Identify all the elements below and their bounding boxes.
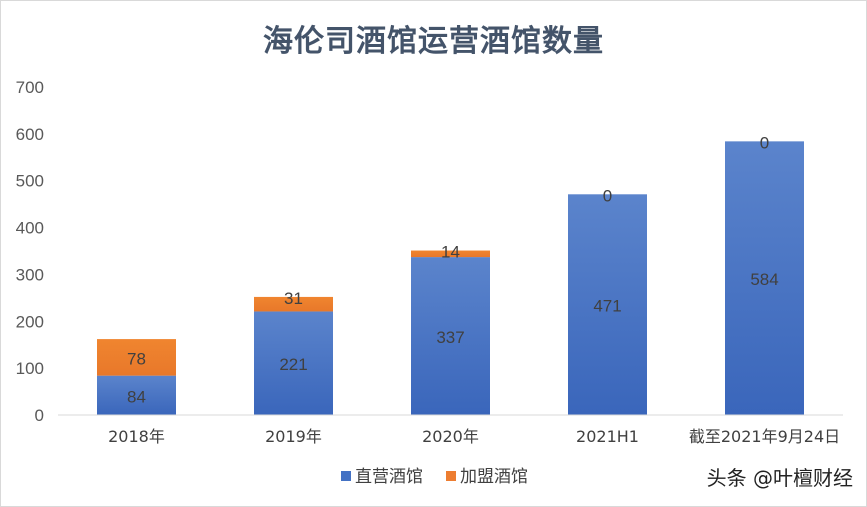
y-tick-label: 200 xyxy=(16,312,44,331)
y-tick-label: 0 xyxy=(35,406,44,425)
y-tick-label: 700 xyxy=(16,78,44,97)
chart-title: 海伦司酒馆运营酒馆数量 xyxy=(263,24,604,59)
data-label: 84 xyxy=(127,387,146,406)
bar-franchise xyxy=(254,296,333,312)
data-label: 584 xyxy=(750,270,778,289)
y-tick-label: 300 xyxy=(16,265,44,284)
y-tick-label: 100 xyxy=(16,359,44,378)
legend-label: 加盟酒馆 xyxy=(460,467,528,487)
bar-direct xyxy=(725,141,804,415)
data-label: 78 xyxy=(127,349,146,368)
legend-swatch xyxy=(341,471,351,481)
x-tick-label: 2019年 xyxy=(265,427,322,446)
x-tick-label: 2018年 xyxy=(108,427,165,446)
bar-franchise xyxy=(97,339,176,376)
data-label: 31 xyxy=(284,289,303,308)
data-label: 471 xyxy=(593,297,621,316)
data-label: 337 xyxy=(436,328,464,347)
bar-direct xyxy=(568,194,647,415)
x-tick-label: 2020年 xyxy=(422,427,479,446)
bar-direct xyxy=(97,375,176,415)
data-label: 14 xyxy=(441,243,460,262)
y-tick-label: 400 xyxy=(16,219,44,238)
data-label: 221 xyxy=(279,355,307,374)
y-tick-label: 500 xyxy=(16,172,44,191)
bar-direct xyxy=(254,311,333,415)
legend-label: 直营酒馆 xyxy=(355,467,423,487)
y-tick-label: 600 xyxy=(16,125,44,144)
data-label: 0 xyxy=(760,133,769,152)
source-watermark: 头条 @叶檀财经 xyxy=(706,466,853,490)
legend-swatch xyxy=(446,471,456,481)
data-label: 0 xyxy=(603,186,612,205)
x-tick-label: 截至2021年9月24日 xyxy=(689,427,840,446)
bar-franchise xyxy=(411,250,490,258)
x-tick-label: 2021H1 xyxy=(576,427,639,446)
bar-direct xyxy=(411,257,490,415)
